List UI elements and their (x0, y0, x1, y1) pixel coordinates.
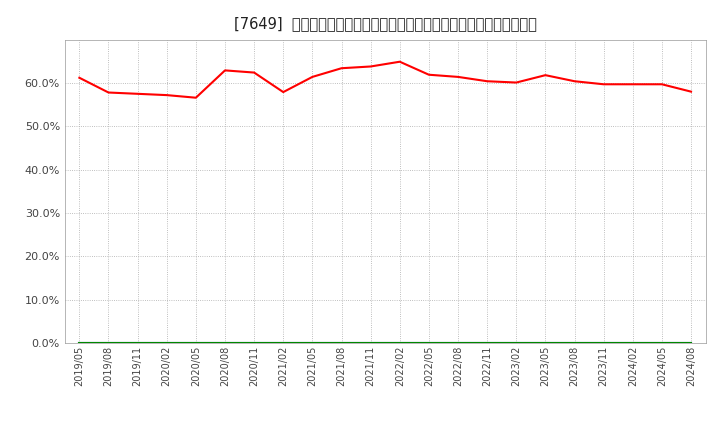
自己資本 (366, 64, 375, 69)
繰延税金資産 (308, 341, 317, 346)
繰延税金資産 (133, 341, 142, 346)
繰延税金資産 (541, 341, 550, 346)
繰延税金資産 (483, 341, 492, 346)
のれん (687, 341, 696, 346)
自己資本 (541, 73, 550, 78)
のれん (366, 341, 375, 346)
のれん (395, 341, 404, 346)
のれん (104, 341, 113, 346)
繰延税金資産 (366, 341, 375, 346)
自己資本 (395, 59, 404, 64)
自己資本 (629, 82, 637, 87)
自己資本 (425, 72, 433, 77)
繰延税金資産 (75, 341, 84, 346)
のれん (279, 341, 287, 346)
繰延税金資産 (657, 341, 666, 346)
繰延税金資産 (192, 341, 200, 346)
のれん (308, 341, 317, 346)
繰延税金資産 (395, 341, 404, 346)
のれん (512, 341, 521, 346)
繰延税金資産 (220, 341, 229, 346)
自己資本 (337, 66, 346, 71)
繰延税金資産 (425, 341, 433, 346)
自己資本 (250, 70, 258, 75)
Title: [7649]  自己資本、のれん、繰延税金資産の総資産に対する比率の推移: [7649] 自己資本、のれん、繰延税金資産の総資産に対する比率の推移 (234, 16, 536, 32)
のれん (220, 341, 229, 346)
のれん (163, 341, 171, 346)
自己資本 (75, 75, 84, 81)
繰延税金資産 (104, 341, 113, 346)
のれん (425, 341, 433, 346)
自己資本 (163, 92, 171, 98)
繰延税金資産 (250, 341, 258, 346)
繰延税金資産 (163, 341, 171, 346)
繰延税金資産 (629, 341, 637, 346)
繰延税金資産 (337, 341, 346, 346)
のれん (541, 341, 550, 346)
自己資本 (483, 79, 492, 84)
自己資本 (308, 74, 317, 80)
のれん (75, 341, 84, 346)
繰延税金資産 (454, 341, 462, 346)
自己資本 (687, 89, 696, 94)
自己資本 (104, 90, 113, 95)
のれん (133, 341, 142, 346)
のれん (599, 341, 608, 346)
繰延税金資産 (687, 341, 696, 346)
自己資本 (512, 80, 521, 85)
自己資本 (279, 89, 287, 95)
自己資本 (570, 79, 579, 84)
のれん (657, 341, 666, 346)
繰延税金資産 (599, 341, 608, 346)
繰延税金資産 (570, 341, 579, 346)
のれん (454, 341, 462, 346)
自己資本 (192, 95, 200, 100)
のれん (250, 341, 258, 346)
自己資本 (599, 82, 608, 87)
のれん (192, 341, 200, 346)
繰延税金資産 (279, 341, 287, 346)
のれん (483, 341, 492, 346)
繰延税金資産 (512, 341, 521, 346)
Line: 自己資本: 自己資本 (79, 62, 691, 98)
自己資本 (133, 91, 142, 96)
のれん (570, 341, 579, 346)
のれん (629, 341, 637, 346)
自己資本 (657, 82, 666, 87)
のれん (337, 341, 346, 346)
自己資本 (454, 74, 462, 80)
自己資本 (220, 68, 229, 73)
